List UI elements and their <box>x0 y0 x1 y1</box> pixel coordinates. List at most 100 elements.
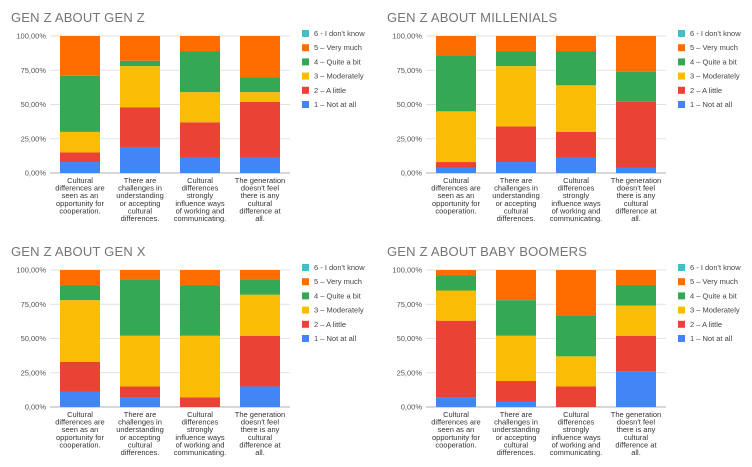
x-tick-label: Cultural <box>563 176 589 185</box>
x-tick-label: doesn't feel <box>241 184 279 193</box>
legend-label: 6 - I don't know <box>314 263 365 272</box>
x-tick-label: difference at <box>615 206 657 215</box>
legend-label: 2 – A little <box>314 86 346 95</box>
bar-segment <box>616 285 656 306</box>
x-tick-label: cooperation. <box>435 440 476 449</box>
bar-segment <box>496 162 536 173</box>
bar-segment <box>436 275 476 291</box>
x-tick-label: differences <box>182 418 219 427</box>
bar-segment <box>436 290 476 321</box>
y-tick-label: 25,00% <box>21 368 47 377</box>
legend-swatch <box>678 101 685 108</box>
chart-panel-millenials: GEN Z ABOUT MILLENIALS 0,00% 25,00% 50,00%… <box>376 0 752 233</box>
chart-title: GEN Z ABOUT MILLENIALS <box>387 10 558 25</box>
x-tick-label: challenges in <box>118 184 162 193</box>
x-tick-label: differences. <box>497 448 536 457</box>
stacked-bar-chart-gen-z: 0,00%25,00%50,00%75,00%100,00%Culturaldi… <box>16 29 365 223</box>
x-tick-label: cultural <box>248 199 273 208</box>
x-tick-label: cultural <box>128 440 153 449</box>
x-tick-label: differences. <box>121 214 160 223</box>
chart-panel-baby-boomers: GEN Z ABOUT BABY BOOMERS 0,00% 25,00% 50,0… <box>376 234 752 467</box>
x-tick-label: seen as an <box>62 425 99 434</box>
legend-label: 2 – A little <box>690 86 722 95</box>
x-tick-label: or accepting <box>496 199 537 208</box>
x-tick-label: challenges in <box>118 418 162 427</box>
x-tick-label: Cultural <box>67 410 93 419</box>
y-tick-label: 100,00% <box>16 32 46 41</box>
bar-segment <box>240 77 280 93</box>
bar-segment <box>616 36 656 72</box>
legend-label: 4 – Quite a bit <box>690 57 738 66</box>
bar-segment <box>436 111 476 163</box>
x-tick-label: all. <box>255 214 265 223</box>
chart-panel-gen-x: GEN Z ABOUT GEN X 0,00% 25,00% 50,00% 75,00… <box>0 234 376 467</box>
legend-swatch <box>302 264 309 271</box>
legend-swatch <box>302 44 309 52</box>
x-tick-label: differences are <box>55 418 104 427</box>
y-tick-label: 100,00% <box>16 266 46 275</box>
x-tick-label: Cultural <box>443 176 469 185</box>
x-tick-label: of working and <box>176 440 225 449</box>
bar-segment <box>60 36 100 76</box>
bar-segment <box>496 335 536 381</box>
legend-swatch <box>678 335 685 342</box>
bar-segment <box>120 270 160 280</box>
bar-segment <box>496 270 536 301</box>
bar-segment <box>436 270 476 276</box>
legend-swatch <box>678 320 685 328</box>
legend-swatch <box>302 101 309 108</box>
x-tick-label: difference at <box>615 440 657 449</box>
legend-label: 3 – Moderately <box>690 306 740 315</box>
x-tick-label: doesn't feel <box>617 418 655 427</box>
bar-segment <box>436 320 476 398</box>
bar-segment <box>180 285 220 336</box>
chart-title: GEN Z ABOUT BABY BOOMERS <box>387 244 588 259</box>
x-tick-label: strongly <box>563 425 590 434</box>
y-tick-label: 50,00% <box>21 100 47 109</box>
x-tick-label: difference at <box>239 206 281 215</box>
x-tick-label: differences. <box>121 448 160 457</box>
bar-segment <box>616 270 656 286</box>
bar-segment <box>120 146 160 173</box>
bar-segment <box>496 401 536 407</box>
bar-segment <box>556 270 596 316</box>
bar-segment <box>616 305 656 336</box>
x-tick-label: doesn't feel <box>241 418 279 427</box>
x-tick-label: strongly <box>187 191 214 200</box>
x-tick-label: all. <box>255 448 265 457</box>
x-tick-label: influence ways <box>175 199 224 208</box>
x-tick-label: cultural <box>248 433 273 442</box>
legend-swatch <box>678 58 685 66</box>
bar-segment <box>180 335 220 398</box>
bar-segment <box>180 36 220 52</box>
bar-segment <box>616 371 656 407</box>
x-tick-label: differences are <box>431 418 480 427</box>
bar-segment <box>60 391 100 407</box>
legend-swatch <box>302 335 309 342</box>
y-tick-label: 75,00% <box>397 66 423 75</box>
legend-swatch <box>302 320 309 328</box>
x-tick-label: cooperation. <box>59 206 100 215</box>
x-tick-label: Cultural <box>563 410 589 419</box>
x-tick-label: all. <box>631 448 641 457</box>
legend-label: 5 – Very much <box>690 277 738 286</box>
legend-swatch <box>678 86 685 94</box>
x-tick-label: communicating. <box>550 448 603 457</box>
bar-segment <box>60 162 100 173</box>
legend-label: 3 – Moderately <box>314 306 364 315</box>
x-tick-label: differences are <box>431 184 480 193</box>
bar-segment <box>120 107 160 147</box>
x-tick-label: understanding <box>116 425 164 434</box>
x-tick-label: The generation <box>611 410 661 419</box>
bar-segment <box>240 36 280 78</box>
stacked-bar-chart-millenials: 0,00%25,00%50,00%75,00%100,00%Culturaldi… <box>392 29 741 223</box>
x-tick-label: or accepting <box>120 199 161 208</box>
legend-swatch <box>678 278 685 286</box>
bar-segment <box>496 126 536 163</box>
legend-swatch <box>302 72 309 80</box>
x-tick-label: There are <box>124 410 157 419</box>
x-tick-label: communicating. <box>174 448 227 457</box>
y-tick-label: 100,00% <box>392 32 422 41</box>
x-tick-label: communicating. <box>174 214 227 223</box>
x-tick-label: opportunity for <box>432 433 480 442</box>
